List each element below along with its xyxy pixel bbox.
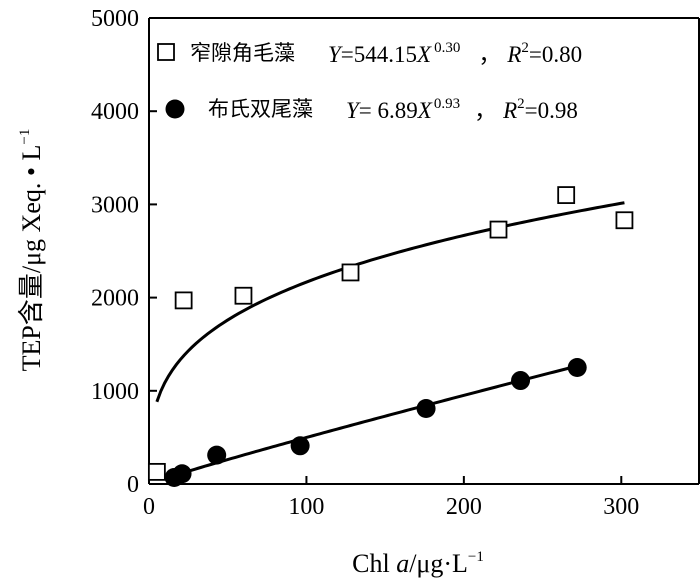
- eq2-var: X: [417, 98, 433, 123]
- eq2-sep: ，: [474, 98, 497, 123]
- x-axis-label: Chl a/μg·L−1: [352, 549, 484, 578]
- x-tick-label-300: 300: [603, 494, 639, 520]
- eq2-r-exp: 2: [517, 96, 525, 112]
- series-1-point-1: [147, 462, 166, 481]
- series-2-point-4: [290, 436, 310, 456]
- series-1-point-2: [174, 291, 193, 310]
- series-2-point-3: [207, 445, 227, 465]
- x-tick-label-100: 100: [288, 494, 324, 520]
- y-tick-label-1000: 1000: [91, 379, 139, 405]
- series-2-point-5: [416, 399, 436, 419]
- series-1-point-6: [557, 186, 576, 204]
- y-tick-label-2000: 2000: [91, 286, 139, 312]
- y-tick-label-4000: 4000: [91, 99, 139, 125]
- plot-frame: [148, 17, 700, 485]
- eq2-lhs: Y: [346, 98, 361, 123]
- eq1-var: X: [416, 42, 432, 67]
- legend-series-2-equation: Y= 6.89X 0.93 ， R2=0.98: [346, 96, 578, 123]
- series-1-point-5: [489, 220, 508, 239]
- series-2-point-2: [172, 464, 192, 484]
- fit-curves-layer: [155, 201, 625, 478]
- y-axis-label: TEP含量/μg Xeq. • L−1: [17, 129, 46, 372]
- eq1-coef: =544.15: [341, 42, 417, 67]
- legend-series-1-equation: Y=544.15X 0.30 ， R2=0.80: [328, 40, 582, 67]
- y-axis-label-main: TEP含量/μg Xeq. • L: [17, 145, 46, 372]
- y-axis-label-exp: −1: [17, 129, 33, 145]
- legend-filled-circle-marker: [165, 99, 185, 119]
- eq2-r-value: =0.98: [525, 98, 578, 123]
- legend-series-1-name: 窄隙角毛藻: [190, 41, 295, 65]
- fit-curve-series-1: [155, 201, 625, 403]
- series-1-point-7: [615, 211, 634, 230]
- x-axis-label-exp: −1: [468, 549, 484, 565]
- x-tick-label-0: 0: [143, 494, 155, 520]
- eq1-r-value: =0.80: [529, 42, 582, 67]
- eq1-sep: ，: [478, 42, 501, 67]
- series-2-point-6: [511, 371, 531, 391]
- x-axis-label-prefix: Chl: [352, 549, 396, 578]
- x-axis-label-suffix: /μg·L: [409, 549, 468, 578]
- y-tick-label-0: 0: [127, 472, 139, 498]
- x-tick-label-200: 200: [446, 494, 482, 520]
- y-tick-label-5000: 5000: [91, 6, 139, 32]
- fit-curve-series-2: [170, 364, 578, 478]
- series-2-point-7: [567, 358, 587, 377]
- data-points-layer: [147, 186, 634, 487]
- series-1-point-4: [341, 263, 360, 282]
- eq2-r-label: R: [502, 98, 517, 123]
- eq1-lhs: Y: [328, 42, 343, 67]
- series-1-point-3: [234, 286, 253, 305]
- y-tick-label-3000: 3000: [91, 192, 139, 218]
- eq1-exp: 0.30: [434, 40, 460, 56]
- eq2-exp: 0.93: [434, 96, 460, 112]
- x-axis-label-italic: a: [396, 549, 409, 578]
- legend: 窄隙角毛藻 Y=544.15X 0.30， R2=0.80 布氏双尾藻 Y= 6.8…: [157, 40, 582, 123]
- eq1-r-exp: 2: [521, 40, 529, 56]
- eq2-coef: = 6.89: [359, 98, 418, 123]
- legend-series-2-name: 布氏双尾藻: [208, 97, 313, 121]
- legend-open-square-marker: [157, 43, 175, 61]
- eq1-r-label: R: [506, 42, 521, 67]
